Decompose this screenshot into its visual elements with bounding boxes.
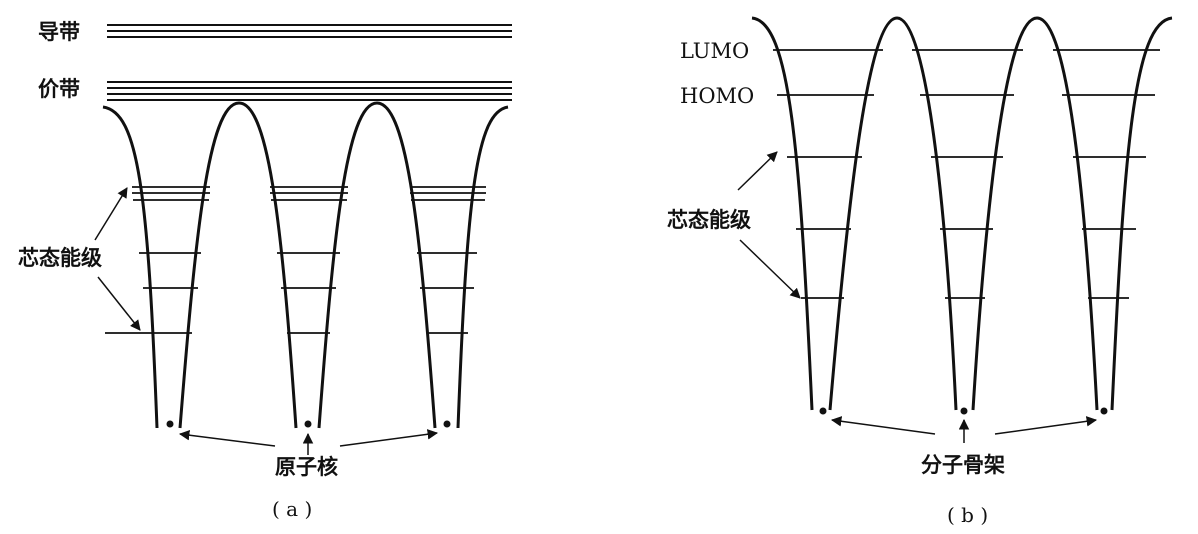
skeleton-dot	[1100, 407, 1108, 415]
nucleus-dot	[166, 420, 174, 428]
skeleton-arrows	[830, 416, 1098, 443]
molecular-levels-b	[773, 49, 1160, 299]
skeleton-dot	[960, 407, 968, 415]
core-level-arrow-down-b	[739, 239, 801, 299]
core-levels-label-b: 芯态能级	[667, 208, 751, 232]
core-level-arrow-up-b	[737, 151, 778, 191]
panel-a: 导带 价带	[18, 20, 512, 521]
nucleus-arrows	[178, 429, 439, 455]
potential-curve-b	[751, 16, 1173, 411]
core-levels-a	[105, 186, 486, 334]
potential-curve-a	[102, 101, 509, 429]
panel-b: LUMO HOMO 芯态能级 分子骨架 ( b )	[667, 16, 1173, 527]
nucleus-dot	[304, 420, 312, 428]
core-level-arrow-up-a	[94, 187, 128, 241]
nucleus-dot	[443, 420, 451, 428]
core-levels-label-a: 芯态能级	[18, 246, 102, 270]
skeleton-dot	[819, 407, 827, 415]
skeleton-label: 分子骨架	[921, 453, 1005, 477]
conduction-band-label: 导带	[38, 20, 80, 44]
lumo-label: LUMO	[680, 39, 749, 63]
valence-band-label: 价带	[38, 77, 80, 101]
conduction-band	[107, 24, 512, 38]
homo-label: HOMO	[680, 84, 754, 108]
caption-a: ( a )	[272, 497, 312, 521]
nucleus-label: 原子核	[275, 455, 338, 479]
core-level-arrow-down-a	[97, 276, 141, 331]
caption-b: ( b )	[947, 503, 988, 527]
valence-band	[107, 81, 512, 101]
